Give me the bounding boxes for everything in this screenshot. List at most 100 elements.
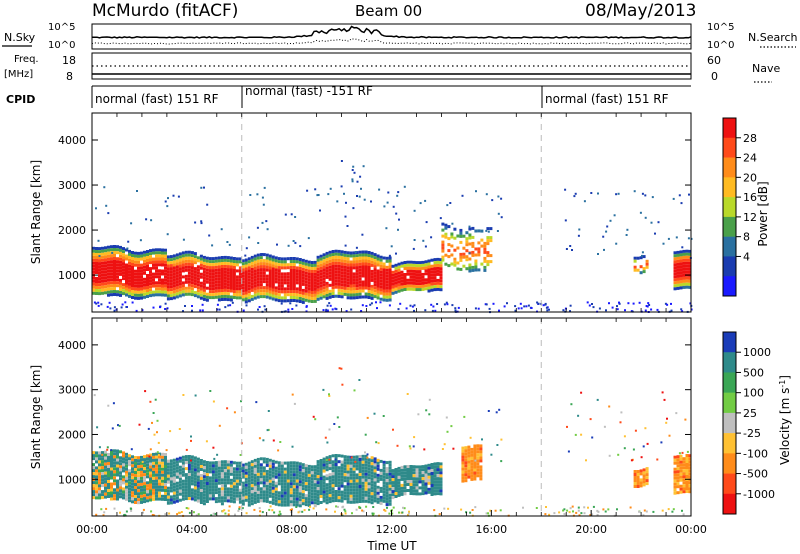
data-cell xyxy=(274,256,278,260)
data-cell xyxy=(196,271,200,275)
scatter-point xyxy=(654,232,656,235)
data-cell xyxy=(636,482,640,485)
data-cell xyxy=(340,454,344,458)
data-cell xyxy=(373,253,377,257)
data-cell xyxy=(253,290,257,294)
data-cell xyxy=(172,494,176,498)
data-cell xyxy=(337,279,341,283)
data-cell xyxy=(355,458,359,462)
data-cell xyxy=(101,469,104,473)
data-cell xyxy=(247,281,251,285)
data-cell xyxy=(673,257,677,261)
data-cell xyxy=(181,455,185,459)
data-cell xyxy=(676,262,680,266)
scatter-point xyxy=(218,424,221,427)
data-cell xyxy=(128,499,131,503)
data-cell xyxy=(164,290,167,294)
data-cell xyxy=(334,475,338,478)
data-cell xyxy=(370,477,374,481)
data-cell xyxy=(169,276,173,280)
data-cell xyxy=(146,280,149,283)
data-cell xyxy=(319,459,323,462)
data-cell xyxy=(122,262,125,266)
data-cell xyxy=(307,293,311,297)
data-cell xyxy=(325,251,329,255)
data-cell xyxy=(283,494,287,498)
data-cell xyxy=(104,252,107,256)
data-cell xyxy=(343,467,347,471)
data-cell xyxy=(131,458,134,462)
data-cell xyxy=(128,472,131,476)
data-cell xyxy=(268,491,272,495)
data-cell xyxy=(274,496,278,500)
data-cell xyxy=(110,260,113,264)
data-cell xyxy=(298,258,302,261)
data-cell xyxy=(253,269,257,273)
data-cell xyxy=(376,479,380,483)
data-cell xyxy=(352,479,356,483)
data-cell xyxy=(268,464,272,468)
scatter-point xyxy=(641,254,643,257)
scatter-point xyxy=(293,402,296,405)
data-cell xyxy=(107,471,110,474)
data-cell xyxy=(364,463,368,467)
data-cell xyxy=(397,481,401,485)
data-cell xyxy=(205,256,209,260)
data-cell xyxy=(352,473,356,477)
ground-scatter xyxy=(433,509,436,512)
data-cell xyxy=(427,286,431,290)
data-cell xyxy=(140,476,143,480)
data-cell xyxy=(107,284,110,288)
data-cell xyxy=(199,468,203,471)
data-cell xyxy=(325,498,329,502)
data-cell xyxy=(322,457,326,461)
data-cell xyxy=(433,282,437,286)
ground-scatter xyxy=(109,307,112,310)
data-cell xyxy=(364,466,368,470)
ground-scatter xyxy=(519,302,522,305)
data-cell xyxy=(253,263,257,267)
data-cell xyxy=(181,266,185,270)
data-cell xyxy=(223,282,227,286)
data-cell xyxy=(187,488,191,491)
data-cell xyxy=(361,454,365,458)
data-cell xyxy=(439,489,443,493)
data-cell xyxy=(286,461,290,465)
data-cell xyxy=(196,265,200,269)
data-cell xyxy=(307,497,311,501)
scatter-point xyxy=(666,417,668,420)
scatter-point xyxy=(329,187,332,190)
scatter-point xyxy=(256,226,259,229)
data-cell xyxy=(217,475,221,479)
data-cell xyxy=(235,467,239,471)
data-cell xyxy=(277,467,281,471)
data-cell xyxy=(193,486,197,490)
data-cell xyxy=(283,287,287,291)
data-cell xyxy=(146,259,149,262)
scatter-point xyxy=(445,416,448,419)
data-cell xyxy=(202,276,206,280)
data-cell xyxy=(238,290,242,294)
data-cell xyxy=(155,266,158,270)
data-cell xyxy=(406,269,410,273)
data-cell xyxy=(110,293,113,297)
data-cell xyxy=(119,489,122,493)
data-cell xyxy=(274,280,278,284)
data-cell xyxy=(292,503,296,507)
data-cell xyxy=(688,487,692,491)
data-cell xyxy=(286,485,290,489)
scatter-point xyxy=(358,379,361,381)
data-cell xyxy=(229,283,233,287)
data-cell xyxy=(286,470,290,474)
ground-scatter xyxy=(142,511,144,514)
data-cell xyxy=(295,290,299,294)
scatter-point xyxy=(291,393,294,396)
data-cell xyxy=(682,255,686,259)
data-cell xyxy=(433,477,437,481)
ground-scatter xyxy=(297,511,300,514)
ground-scatter xyxy=(351,512,353,515)
ground-scatter xyxy=(689,302,692,305)
data-cell xyxy=(265,469,269,473)
ground-scatter xyxy=(383,508,386,511)
data-cell xyxy=(143,494,146,498)
